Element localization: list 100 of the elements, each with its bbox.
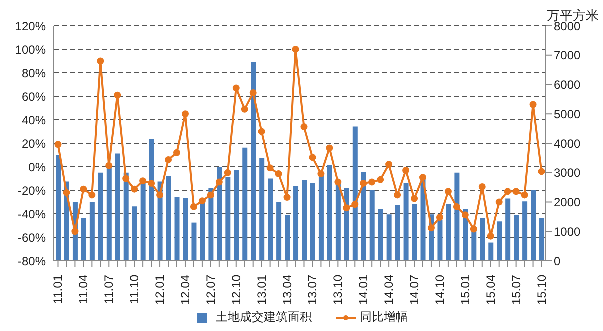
bar <box>327 165 332 261</box>
point <box>512 188 520 196</box>
point <box>368 178 376 186</box>
bar <box>386 214 392 261</box>
y2-tick-label: 2000 <box>554 196 582 210</box>
bar <box>226 177 231 261</box>
bar <box>98 172 104 261</box>
bar <box>404 183 409 261</box>
bar <box>81 218 86 261</box>
bar <box>260 158 265 261</box>
bar <box>124 172 129 261</box>
y-tick-label: -60% <box>18 230 46 245</box>
bar <box>234 170 240 261</box>
y-tick-label: 0% <box>28 160 46 174</box>
point <box>428 224 435 232</box>
y-tick-label: -80% <box>18 254 46 268</box>
bar <box>412 204 418 261</box>
bar <box>217 167 222 261</box>
y-tick-label: 80% <box>22 66 46 80</box>
x-tick-label: 14.07 <box>408 274 422 306</box>
point <box>411 195 418 202</box>
bar <box>183 198 188 261</box>
point <box>284 194 291 202</box>
point <box>114 92 122 99</box>
point <box>352 201 359 208</box>
point <box>63 189 70 196</box>
point <box>80 186 88 193</box>
legend-label: 同比增幅 <box>359 309 408 326</box>
bar <box>514 215 520 261</box>
point <box>182 110 189 118</box>
x-tick-label: 14.01 <box>356 274 371 306</box>
bar <box>242 148 248 261</box>
y2-tick-label: 4000 <box>554 136 582 151</box>
point <box>140 178 147 185</box>
bar <box>174 196 180 261</box>
y2-tick-label: 3000 <box>554 166 582 180</box>
bar <box>200 202 206 261</box>
point <box>216 178 223 186</box>
point <box>165 156 172 164</box>
point <box>326 144 334 152</box>
bar <box>488 242 494 261</box>
bar <box>438 220 443 261</box>
bar <box>302 180 307 261</box>
y-tick-label: 60% <box>22 90 46 104</box>
point <box>334 178 342 186</box>
y2-tick-label: 0 <box>554 254 561 268</box>
point <box>386 161 393 168</box>
y-tick-label: -40% <box>18 207 46 222</box>
point <box>309 154 316 162</box>
x-tick-label: 14.04 <box>382 274 396 306</box>
x-tick-label: 11.07 <box>102 274 116 304</box>
x-tick-label: 14.10 <box>432 274 447 306</box>
point <box>496 198 503 206</box>
bar <box>395 205 400 261</box>
point <box>190 203 198 210</box>
point <box>292 46 300 53</box>
point <box>148 180 156 187</box>
x-tick-label: 11.01 <box>51 274 66 304</box>
y-tick-label: 40% <box>22 113 46 128</box>
point <box>436 214 444 222</box>
point <box>420 174 426 182</box>
point <box>258 128 266 136</box>
point <box>462 212 469 219</box>
point <box>360 180 368 187</box>
bar <box>268 178 274 261</box>
bar <box>90 202 95 261</box>
bar <box>285 215 290 261</box>
bar <box>276 202 282 261</box>
bar <box>310 183 316 261</box>
bar <box>132 206 138 261</box>
y2-tick-label: 7000 <box>554 48 582 63</box>
point <box>72 228 79 236</box>
point <box>444 188 452 196</box>
point <box>266 164 274 172</box>
y-tick-label: 20% <box>22 136 46 151</box>
x-tick-label: 12.10 <box>229 274 244 306</box>
point <box>521 192 528 199</box>
bar <box>251 62 256 261</box>
point <box>478 183 486 190</box>
point <box>300 124 308 131</box>
bar <box>208 188 214 261</box>
point <box>530 101 537 108</box>
point <box>487 232 494 240</box>
x-tick-label: 13.10 <box>331 274 346 306</box>
x-tick-label: 15.04 <box>484 274 498 306</box>
point <box>54 141 62 148</box>
point <box>453 203 460 210</box>
point <box>394 192 402 199</box>
bar <box>106 167 112 261</box>
x-tick-label: 13.01 <box>254 274 269 306</box>
bar <box>370 190 375 261</box>
bar <box>140 183 146 261</box>
bar <box>352 126 358 261</box>
y2-tick-label: 5000 <box>554 107 582 122</box>
bar <box>378 209 384 261</box>
point <box>207 192 214 199</box>
y-tick-label: -20% <box>18 184 46 198</box>
point <box>538 168 546 176</box>
bar <box>294 186 299 261</box>
x-tick-label: 15.01 <box>458 274 472 306</box>
